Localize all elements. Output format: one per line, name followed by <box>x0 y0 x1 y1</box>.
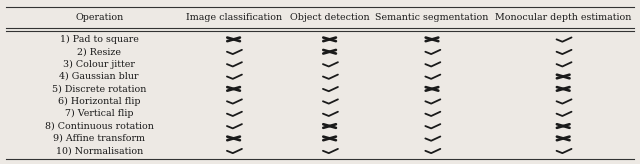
Text: 6) Horizontal flip: 6) Horizontal flip <box>58 97 140 106</box>
Text: 4) Gaussian blur: 4) Gaussian blur <box>60 72 139 81</box>
Text: Operation: Operation <box>75 13 124 22</box>
Text: 1) Pad to square: 1) Pad to square <box>60 35 139 44</box>
Text: 3) Colour jitter: 3) Colour jitter <box>63 60 135 69</box>
Text: 7) Vertical flip: 7) Vertical flip <box>65 109 134 118</box>
Text: 9) Affine transform: 9) Affine transform <box>53 134 145 143</box>
Text: Object detection: Object detection <box>290 13 369 22</box>
Text: 5) Discrete rotation: 5) Discrete rotation <box>52 84 147 93</box>
Text: 2) Resize: 2) Resize <box>77 47 121 56</box>
Text: 10) Normalisation: 10) Normalisation <box>56 146 143 155</box>
Text: Image classification: Image classification <box>186 13 282 22</box>
Text: Monocular depth estimation: Monocular depth estimation <box>495 13 632 22</box>
Text: Semantic segmentation: Semantic segmentation <box>375 13 489 22</box>
Text: 8) Continuous rotation: 8) Continuous rotation <box>45 122 154 131</box>
